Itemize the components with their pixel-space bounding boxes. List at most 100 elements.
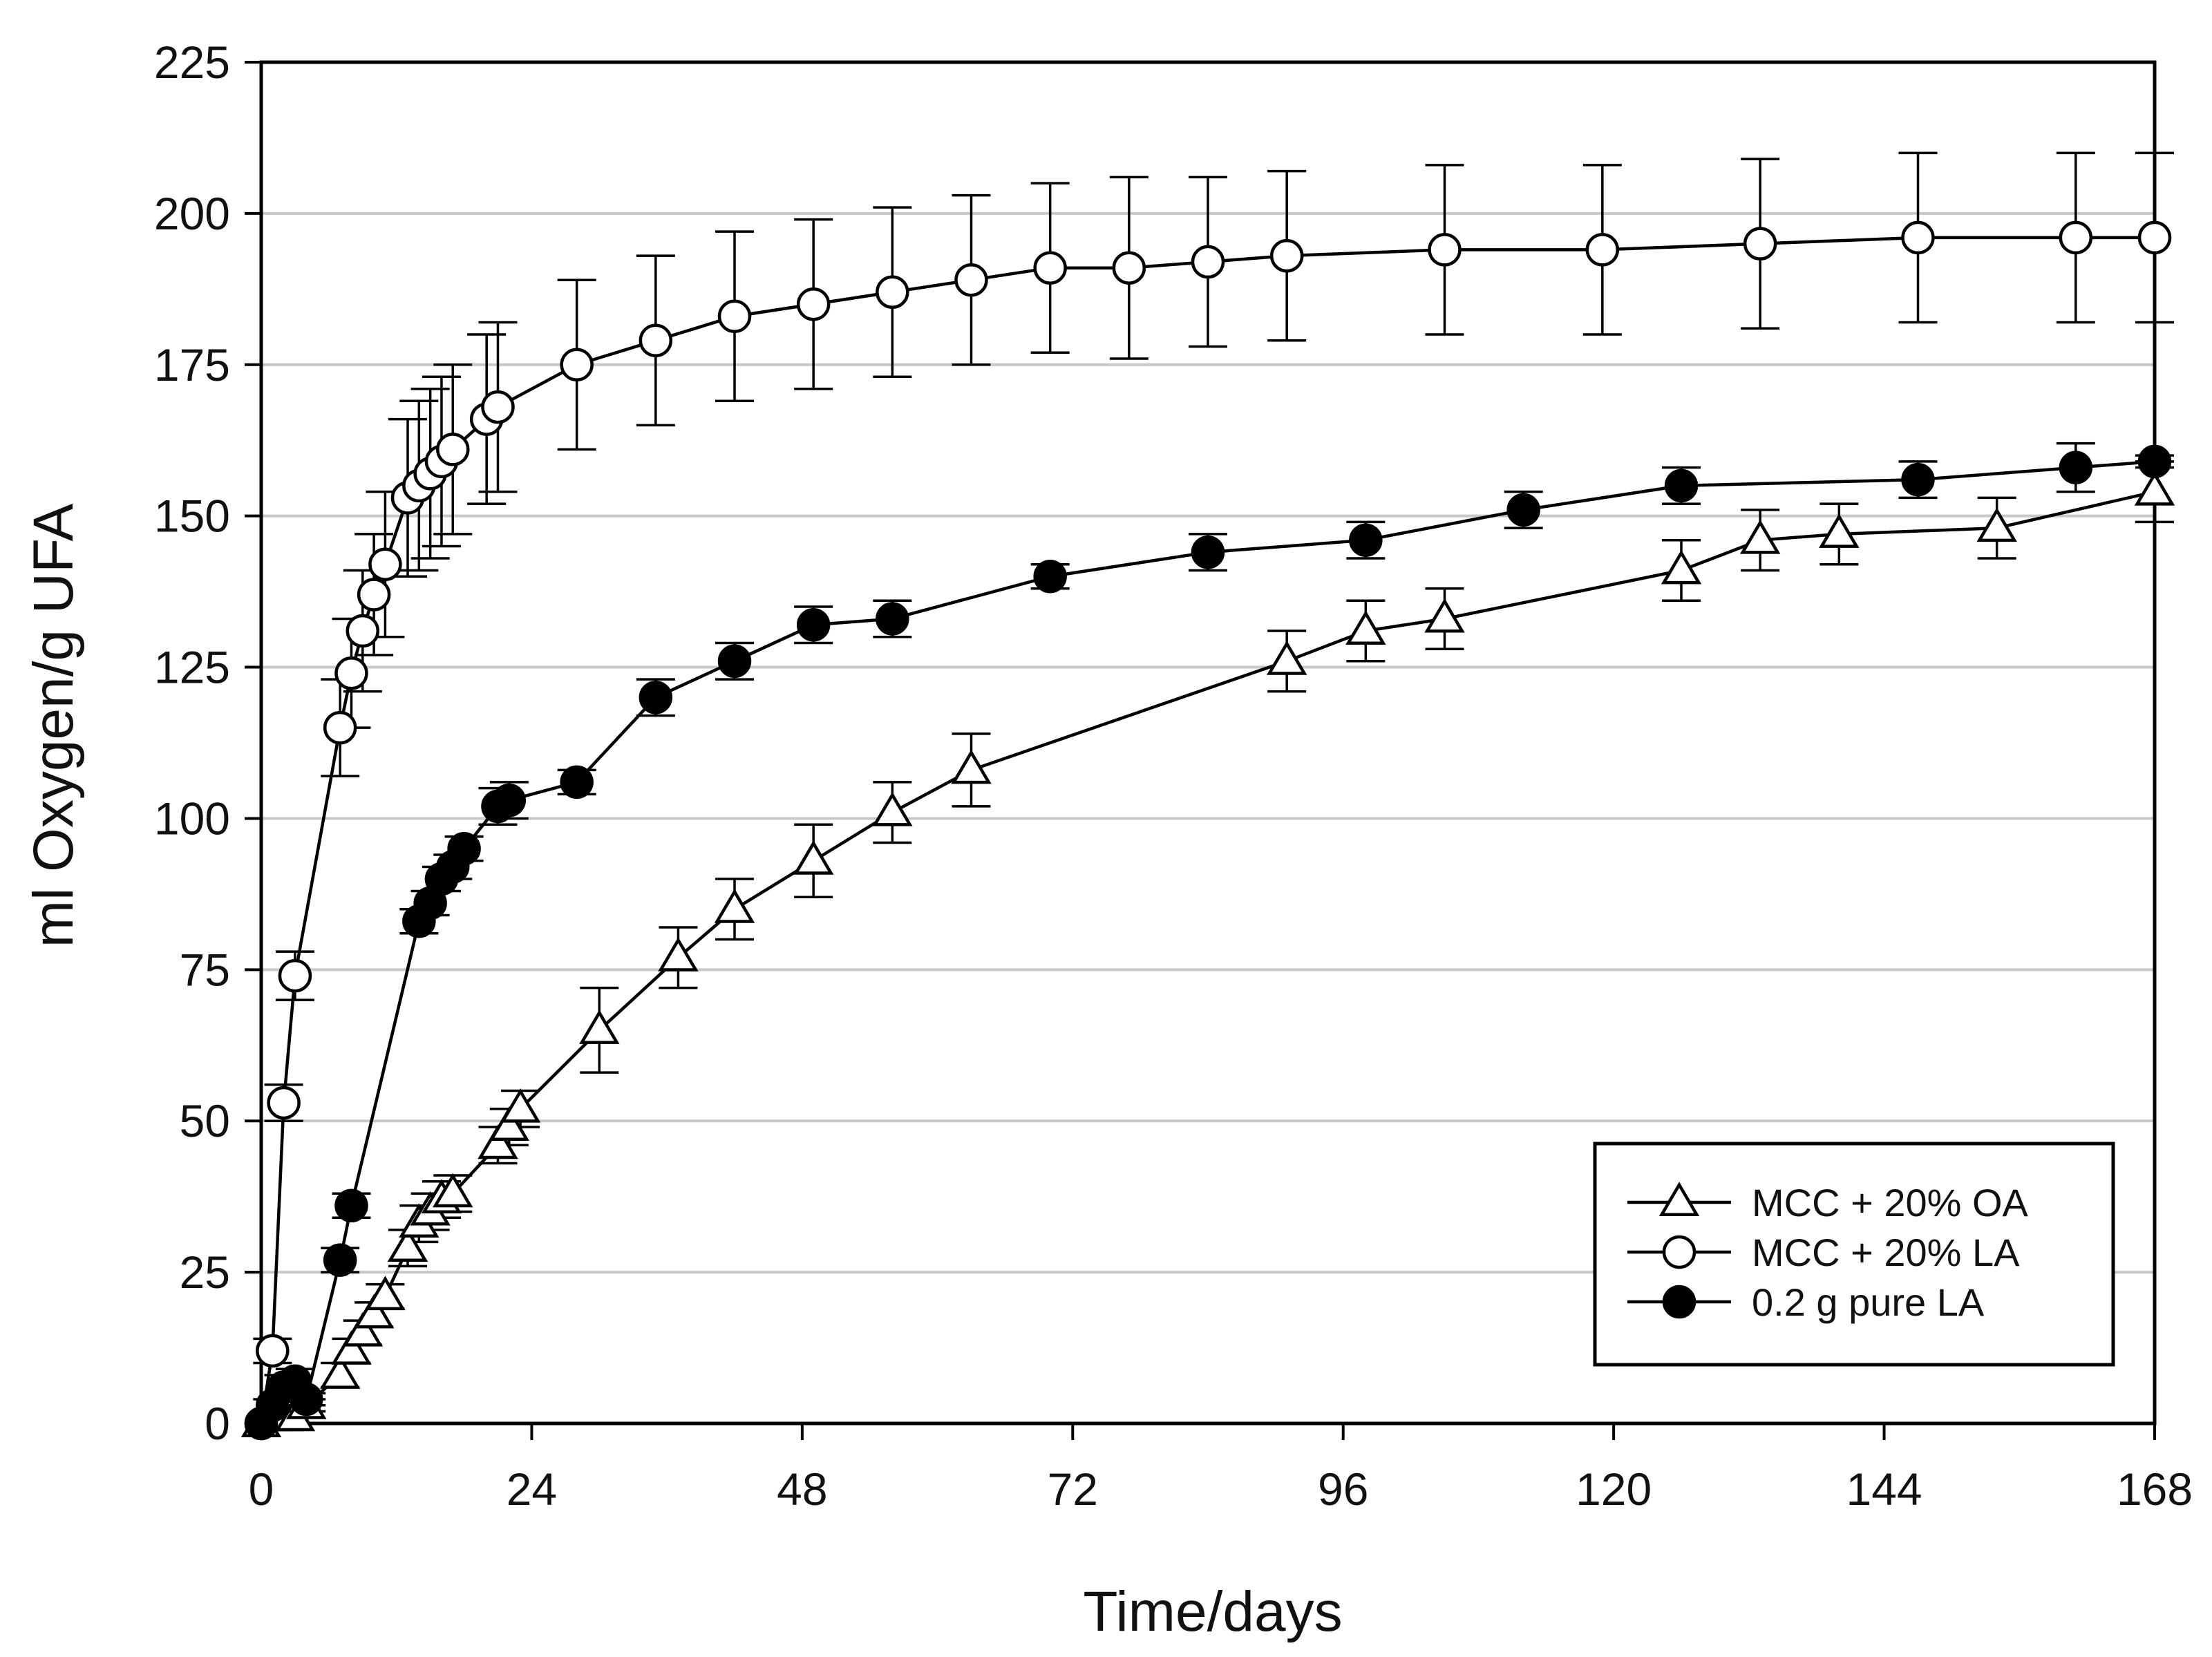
- y-tick-label-25: 25: [180, 1247, 230, 1298]
- data-point-1-31: [2137, 220, 2172, 255]
- data-point-2-25: [2059, 451, 2093, 484]
- data-point-2-23: [1664, 468, 1699, 503]
- data-point-0-20: [714, 889, 755, 923]
- data-point-0-24: [1266, 641, 1307, 675]
- y-tick-label-125: 125: [154, 642, 230, 693]
- data-point-1-16: [560, 348, 594, 382]
- data-point-1-30: [2059, 220, 2093, 255]
- data-point-2-18: [876, 602, 909, 636]
- data-point-0-9: [365, 1276, 406, 1311]
- x-tick-label-120: 120: [1576, 1464, 1652, 1515]
- x-tick-label-168: 168: [2117, 1464, 2193, 1515]
- data-point-1-2: [267, 1086, 301, 1120]
- data-point-2-11: [447, 831, 481, 866]
- x-tick-label-144: 144: [1846, 1464, 1922, 1515]
- y-tick-label-75: 75: [180, 944, 230, 995]
- series-2: [244, 442, 2174, 1441]
- data-point-1-3: [278, 958, 312, 993]
- data-point-1-22: [1033, 251, 1067, 285]
- legend-marker-0: [1658, 1182, 1700, 1216]
- data-point-0-22: [872, 791, 913, 826]
- y-tick-label-150: 150: [154, 491, 230, 542]
- data-point-1-6: [346, 614, 380, 648]
- data-point-1-21: [954, 263, 988, 297]
- legend-label-0: MCC + 20% OA: [1752, 1181, 2029, 1224]
- legend-label-2: 0.2 g pure LA: [1752, 1280, 1985, 1324]
- y-tick-label-50: 50: [180, 1095, 230, 1146]
- data-point-0-30: [1976, 507, 2017, 542]
- data-point-1-8: [368, 547, 402, 581]
- data-point-0-17: [500, 1088, 541, 1123]
- data-point-0-26: [1424, 598, 1465, 633]
- y-axis-ticks: 0 25 50 75 100 125 150 175 200 225: [154, 37, 261, 1449]
- data-point-2-17: [796, 608, 831, 642]
- data-point-2-19: [1033, 559, 1067, 594]
- data-point-0-28: [1739, 519, 1781, 554]
- y-tick-label-100: 100: [154, 793, 230, 844]
- plot-frame: [259, 60, 2157, 1426]
- y-tick-label-200: 200: [154, 188, 230, 239]
- data-point-0-19: [658, 937, 699, 972]
- data-point-1-19: [796, 287, 831, 321]
- data-point-0-25: [1345, 610, 1386, 645]
- data-point-0-8: [353, 1294, 395, 1329]
- data-point-2-20: [1191, 535, 1225, 569]
- legend-marker-2: [1662, 1285, 1696, 1319]
- x-tick-label-24: 24: [507, 1464, 557, 1515]
- data-point-2-14: [560, 765, 594, 799]
- data-point-1-29: [1901, 220, 1935, 255]
- x-axis-ticks: 0 24 48 72 96 120 144 168: [249, 1423, 2193, 1515]
- data-point-2-24: [1901, 462, 1935, 497]
- data-point-1-26: [1428, 233, 1462, 267]
- data-point-2-5: [323, 1243, 357, 1277]
- data-point-0-27: [1661, 549, 1702, 585]
- y-tick-label-175: 175: [154, 339, 230, 390]
- legend-label-1: MCC + 20% LA: [1752, 1231, 2020, 1274]
- y-tick-label-0: 0: [205, 1398, 230, 1449]
- x-tick-label-0: 0: [249, 1464, 274, 1515]
- y-axis-title: ml Oxygen/g UFA: [22, 503, 85, 947]
- legend-item-1: MCC + 20% LA: [1627, 1231, 2020, 1274]
- x-tick-label-96: 96: [1318, 1464, 1368, 1515]
- y-tick-label-225: 225: [154, 37, 230, 88]
- data-point-2-4: [289, 1382, 323, 1417]
- data-point-0-7: [342, 1312, 384, 1347]
- data-point-1-13: [436, 433, 470, 466]
- legend: MCC + 20% OA MCC + 20% LA 0.2 g pure LA: [1593, 1142, 2115, 1367]
- data-point-1-23: [1112, 251, 1146, 285]
- x-tick-label-72: 72: [1048, 1464, 1098, 1515]
- grid-lines: [261, 211, 2155, 1274]
- data-point-1-17: [639, 323, 673, 358]
- data-point-1-7: [357, 578, 391, 612]
- data-point-0-15: [478, 1124, 518, 1159]
- legend-item-2: 0.2 g pure LA: [1627, 1280, 1985, 1324]
- data-point-1-18: [717, 299, 752, 333]
- legend-marker-1: [1662, 1235, 1696, 1269]
- data-point-2-16: [717, 644, 752, 679]
- data-point-2-22: [1506, 493, 1540, 527]
- data-point-1-24: [1191, 245, 1225, 279]
- data-point-0-18: [579, 1010, 620, 1044]
- data-point-2-13: [492, 783, 527, 817]
- series-layer: [240, 151, 2175, 1441]
- data-point-2-26: [2137, 444, 2172, 479]
- data-point-2-21: [1349, 523, 1383, 557]
- data-point-2-15: [639, 681, 673, 714]
- data-point-1-27: [1585, 233, 1620, 267]
- data-point-2-6: [334, 1189, 368, 1223]
- data-point-0-16: [489, 1106, 530, 1141]
- data-point-1-28: [1743, 227, 1777, 261]
- data-point-1-5: [334, 656, 368, 690]
- data-point-1-25: [1269, 238, 1304, 273]
- data-point-1-4: [323, 710, 357, 745]
- data-point-0-10: [387, 1227, 428, 1262]
- data-point-0-31: [2134, 471, 2175, 506]
- data-point-0-5: [319, 1354, 361, 1389]
- data-point-0-14: [433, 1173, 473, 1208]
- x-tick-label-48: 48: [777, 1464, 827, 1515]
- data-point-0-23: [951, 749, 992, 784]
- x-axis-title: Time/days: [1083, 1580, 1342, 1643]
- data-point-1-15: [481, 390, 515, 424]
- data-point-0-29: [1819, 513, 1860, 548]
